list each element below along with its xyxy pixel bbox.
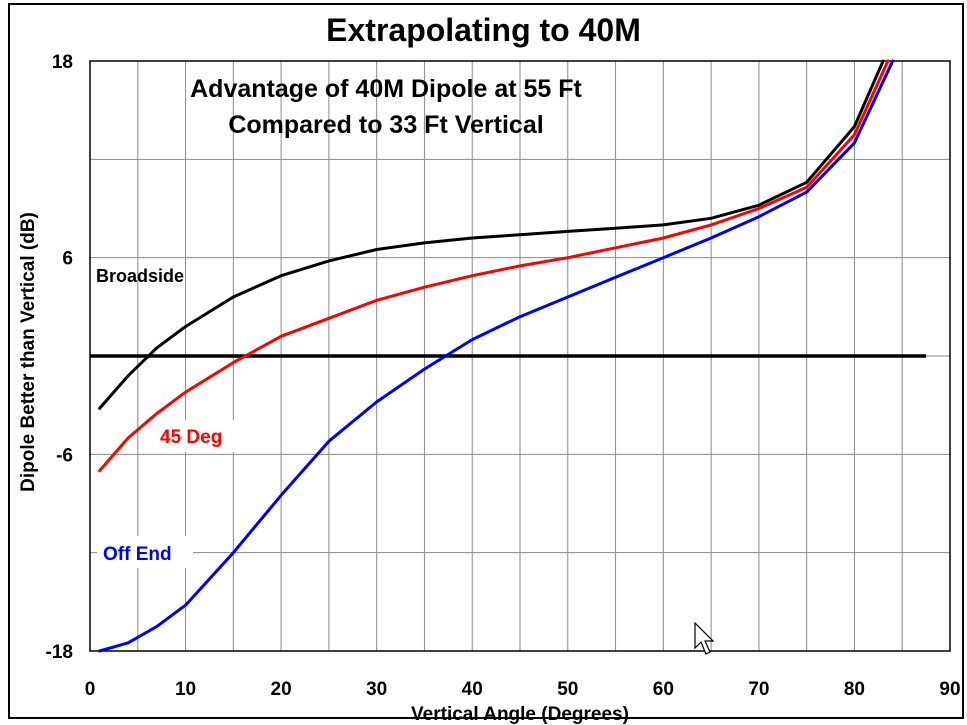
x-tick-label: 80	[844, 679, 865, 700]
y-tick-label: -6	[56, 445, 73, 466]
x-tick-labels: 0 10 20 30 40 50 60 70 80 90	[85, 679, 961, 700]
x-tick-label: 0	[85, 679, 96, 700]
x-tick-label: 10	[175, 679, 196, 700]
series-label-background-off-end	[97, 536, 193, 568]
series-line-broadside	[98, 59, 885, 410]
mouse-pointer-icon	[694, 622, 715, 655]
y-axis-label: Dipole Better than Vertical (dB)	[18, 212, 39, 492]
x-tick-label: 20	[271, 679, 292, 700]
y-tick-label: -18	[46, 642, 73, 663]
x-tick-label: 70	[748, 679, 769, 700]
y-tick-label: 6	[62, 249, 73, 270]
series-line-45-deg	[98, 59, 890, 473]
y-tick-labels: 18 6 -6 -18	[46, 52, 73, 663]
x-tick-label: 90	[939, 679, 960, 700]
x-tick-label: 40	[462, 679, 483, 700]
series-label-45-deg: 45 Deg	[160, 427, 222, 448]
series-label-background-45-deg	[155, 420, 241, 452]
x-axis-label: Vertical Angle (Degrees)	[411, 704, 629, 725]
x-tick-label: 60	[653, 679, 674, 700]
chart-subtitle: Compared to 33 Ft Vertical	[228, 111, 543, 139]
page-title: Extrapolating to 40M	[326, 12, 641, 48]
series-label-off-end: Off End	[103, 544, 172, 565]
series-lines	[98, 59, 895, 653]
x-tick-label: 30	[366, 679, 387, 700]
chart-title: Advantage of 40M Dipole at 55 Ft	[190, 75, 582, 103]
series-label-broadside: Broadside	[96, 266, 184, 286]
y-tick-label: 18	[52, 52, 73, 73]
x-tick-label: 50	[557, 679, 578, 700]
chart-frame	[8, 3, 964, 719]
series-line-off-end	[98, 59, 895, 653]
